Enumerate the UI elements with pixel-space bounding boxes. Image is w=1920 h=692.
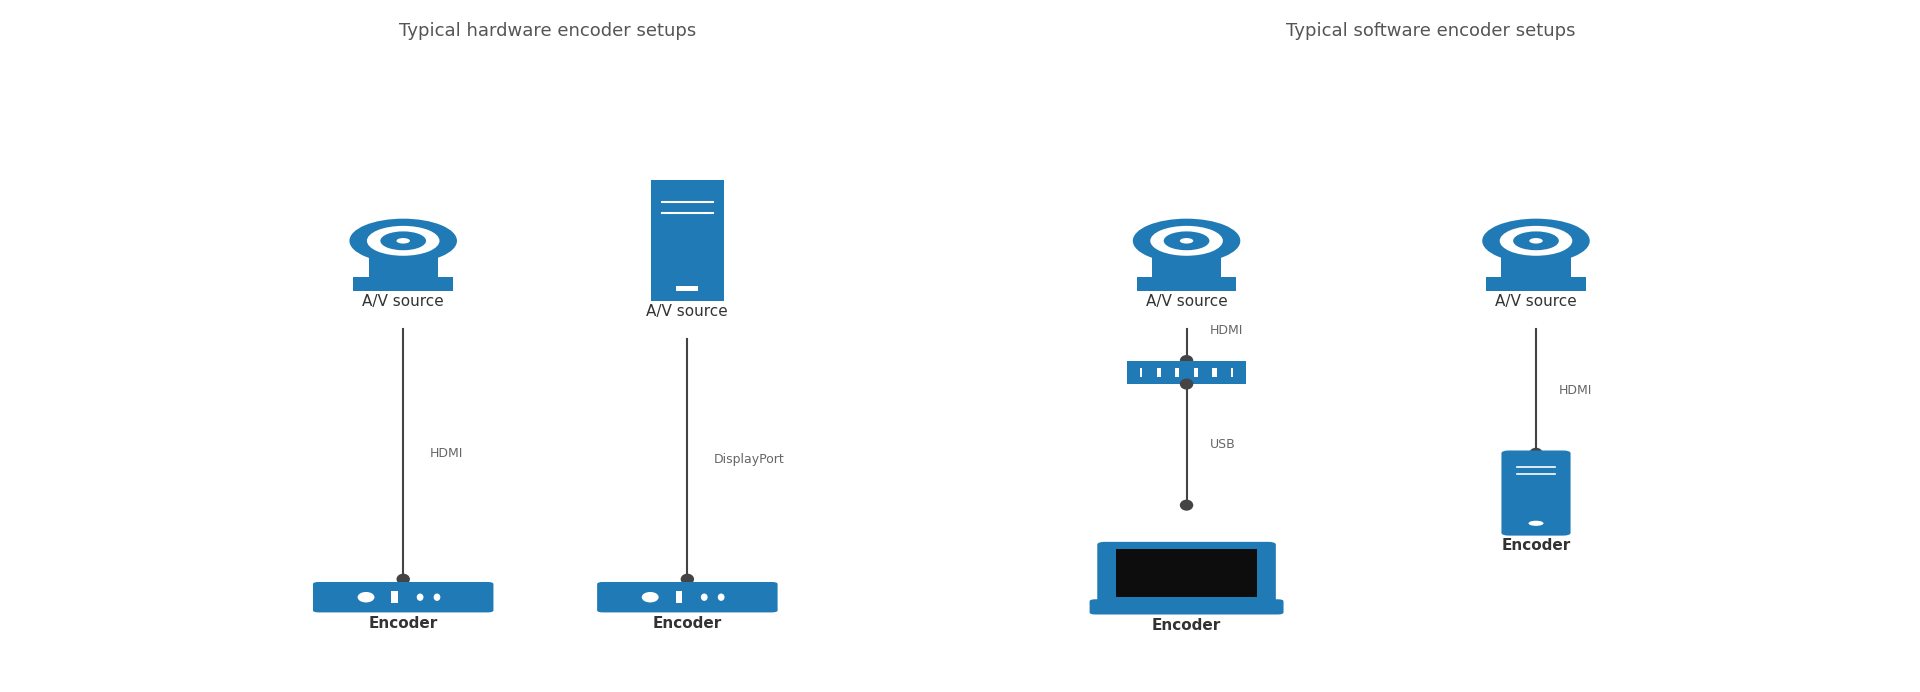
Bar [1217,368,1231,376]
Bar [1117,549,1258,597]
Bar [1142,368,1156,376]
FancyBboxPatch shape [597,582,778,612]
Ellipse shape [349,219,457,263]
Bar [353,277,453,291]
Ellipse shape [434,594,440,601]
Ellipse shape [1179,355,1192,366]
Bar [369,241,438,277]
Ellipse shape [1500,226,1572,256]
Bar [676,592,682,603]
Bar [1127,361,1246,384]
Ellipse shape [1179,238,1192,244]
Text: A/V source: A/V source [647,304,728,320]
Text: HDMI: HDMI [1559,385,1592,397]
Text: DisplayPort: DisplayPort [714,453,785,466]
Bar [1486,277,1586,291]
Ellipse shape [1179,500,1192,511]
Text: HDMI: HDMI [1210,325,1242,337]
Bar [1179,368,1194,376]
Text: A/V source: A/V source [363,294,444,309]
Bar [1137,277,1236,291]
Bar [1152,241,1221,277]
Ellipse shape [1164,231,1210,251]
Ellipse shape [367,226,440,256]
Bar [392,592,397,603]
Ellipse shape [357,592,374,603]
Text: Encoder: Encoder [369,616,438,631]
Text: Encoder: Encoder [1152,618,1221,633]
FancyBboxPatch shape [1501,450,1571,536]
Ellipse shape [380,231,426,251]
Text: Encoder: Encoder [1501,538,1571,554]
Bar [676,286,699,291]
Text: USB: USB [1210,438,1235,451]
Ellipse shape [417,594,424,601]
Ellipse shape [641,592,659,603]
Text: Encoder: Encoder [653,616,722,631]
Bar [651,180,724,301]
Ellipse shape [1513,231,1559,251]
Text: Typical hardware encoder setups: Typical hardware encoder setups [399,22,695,40]
FancyBboxPatch shape [1098,542,1275,604]
Bar [1140,368,1233,376]
Ellipse shape [1179,379,1192,390]
Ellipse shape [1482,219,1590,263]
Ellipse shape [1528,448,1544,459]
Text: A/V source: A/V source [1496,294,1576,309]
Ellipse shape [396,574,411,585]
Text: A/V source: A/V source [1146,294,1227,309]
FancyBboxPatch shape [313,582,493,612]
Ellipse shape [1133,219,1240,263]
Ellipse shape [718,594,724,601]
Ellipse shape [680,574,695,585]
Ellipse shape [1150,226,1223,256]
FancyBboxPatch shape [1089,599,1283,614]
Text: HDMI: HDMI [430,448,463,460]
Ellipse shape [1528,238,1544,244]
Text: Typical software encoder setups: Typical software encoder setups [1286,22,1574,40]
Bar [1198,368,1212,376]
Ellipse shape [701,594,708,601]
Ellipse shape [1528,520,1544,526]
Bar [1162,368,1175,376]
Bar [1501,241,1571,277]
Ellipse shape [396,238,411,244]
